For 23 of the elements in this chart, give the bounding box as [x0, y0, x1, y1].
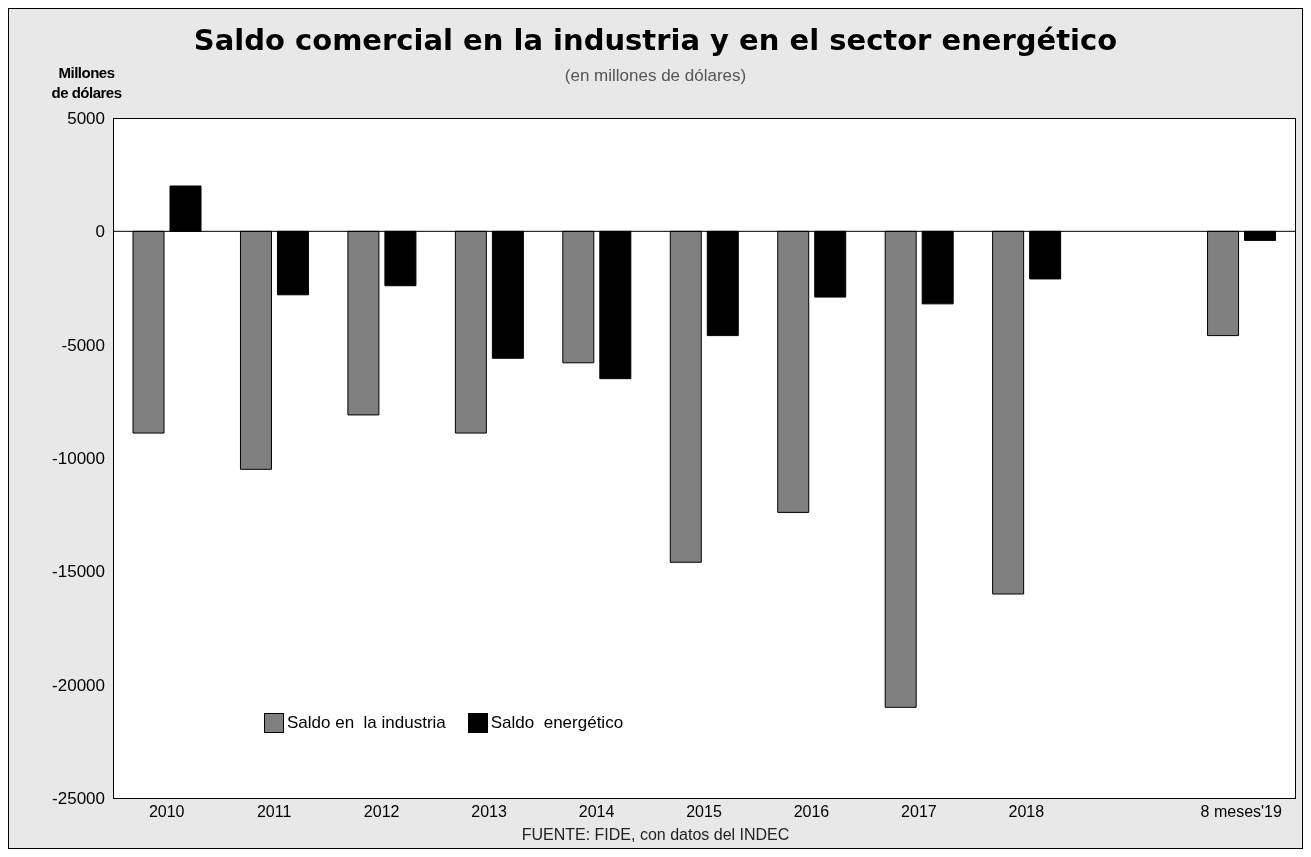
chart-title: Saldo comercial en la industria y en el sector energético: [192, 23, 1119, 57]
x-tick-label: 2016: [793, 803, 830, 821]
y-tick-label: 5000: [67, 109, 105, 129]
x-tick-label: 2010: [148, 803, 185, 821]
source-note: FUENTE: FIDE, con datos del INDEC: [520, 826, 791, 844]
y-tick-label: -20000: [52, 675, 105, 695]
x-tick-label: 2017: [901, 803, 937, 821]
legend-label: Saldo en la industria: [287, 713, 446, 733]
chart-subtitle: (en millones de dólares): [564, 66, 747, 85]
x-tick-label: 2014: [578, 803, 615, 821]
y-tick-label: -5000: [61, 335, 105, 355]
y-tick-label: -10000: [52, 449, 105, 469]
x-tick-label: 2011: [256, 803, 292, 821]
y-axis-title: Millones de dólares: [50, 63, 123, 103]
x-tick-label: 2012: [363, 803, 400, 821]
legend-label: Saldo energético: [490, 713, 624, 733]
x-tick-label: 8 meses'19: [1200, 803, 1283, 821]
y-tick-label: -25000: [52, 789, 105, 809]
x-tick-label: 2018: [1008, 803, 1045, 821]
y-tick-label: 0: [95, 222, 105, 242]
x-tick-label: 2013: [471, 803, 507, 821]
y-tick-label: -15000: [52, 562, 105, 582]
x-tick-label: 2015: [686, 803, 722, 821]
